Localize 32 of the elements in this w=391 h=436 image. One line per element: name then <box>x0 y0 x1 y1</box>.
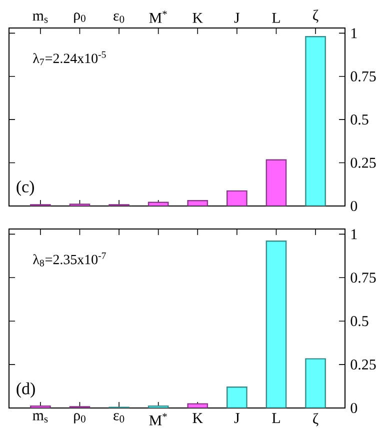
y-tick-label: 1 <box>351 28 357 38</box>
annotation: λ$_{7}$=2.24x10$^{-5}$ <box>33 51 106 66</box>
y-tick-label: 1 <box>351 229 357 240</box>
y-tick-label: 0.75 <box>350 71 376 82</box>
x-tick-label: J <box>234 413 240 424</box>
x-tick-label: J <box>234 12 240 23</box>
x-tick-label: L <box>272 413 280 423</box>
y-tick-label: 0 <box>350 200 358 212</box>
x-tick-label: M$^{*}$ <box>149 413 167 426</box>
y-tick-label: 0.25 <box>350 359 376 370</box>
y-tick-label: 0.5 <box>350 114 368 125</box>
x-tick-label: K <box>192 13 203 23</box>
x-tick-label: L <box>272 13 280 23</box>
x-tick-label: M$^{*}$ <box>149 10 167 23</box>
x-tick-label: ζ <box>313 10 318 23</box>
x-tick-label: m$_{s}$ <box>32 14 48 23</box>
annotation: (d) <box>16 382 35 398</box>
y-tick-label: 0.75 <box>350 272 376 283</box>
x-tick-label: m$_{s}$ <box>32 413 48 422</box>
y-tick-label: 0.25 <box>350 158 376 168</box>
y-tick-label: 0 <box>350 402 358 414</box>
y-tick-label: 0.5 <box>350 316 368 326</box>
bar <box>305 358 326 408</box>
x-tick-label: ε$_{0}$ <box>114 14 124 23</box>
x-tick-label: ε$_{0}$ <box>114 413 124 422</box>
annotation: (c) <box>16 180 34 196</box>
x-tick-label: ρ$_{0}$ <box>74 12 86 23</box>
x-tick-label: K <box>192 413 203 423</box>
annotation: λ$_{8}$=2.35x10$^{-7}$ <box>33 252 106 266</box>
x-tick-label: ζ <box>313 413 318 426</box>
x-tick-label: ρ$_{0}$ <box>74 413 86 424</box>
bar <box>305 36 326 206</box>
